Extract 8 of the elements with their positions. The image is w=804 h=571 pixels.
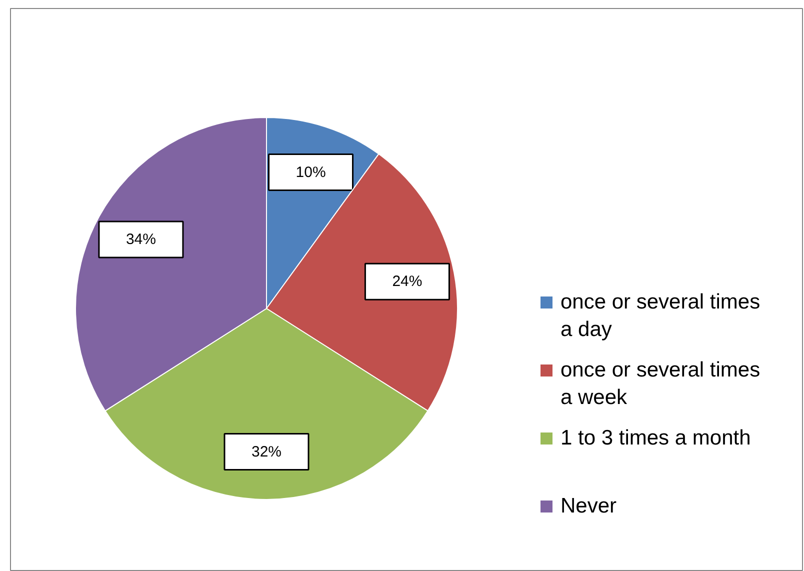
legend-label: Never bbox=[560, 494, 617, 518]
data-label: 24% bbox=[392, 273, 422, 290]
data-label: 10% bbox=[296, 164, 326, 181]
data-label: 32% bbox=[251, 443, 282, 460]
legend-label: once or several times a week bbox=[560, 358, 760, 410]
legend-label: 1 to 3 times a month bbox=[560, 426, 751, 450]
data-label: 34% bbox=[126, 230, 156, 248]
legend-label: once or several times a day bbox=[560, 290, 760, 342]
